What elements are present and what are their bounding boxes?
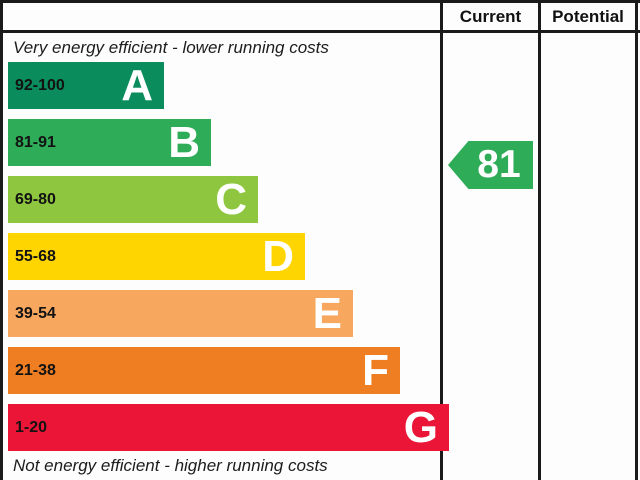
rating-band-c: 69-80 C [8, 176, 258, 223]
band-letter: G [403, 403, 438, 452]
column-divider-potential [538, 0, 541, 480]
band-range-label: 55-68 [15, 247, 56, 265]
band-range-label: 92-100 [15, 76, 65, 94]
rating-band-a: 92-100 A [8, 62, 164, 109]
rating-band-e: 39-54 E [8, 290, 353, 337]
table-border-top [0, 0, 640, 3]
band-range-label: 81-91 [15, 133, 56, 151]
column-divider-current [440, 0, 443, 480]
rating-band-f: 21-38 F [8, 347, 400, 394]
current-rating-value: 81 [477, 143, 521, 186]
rating-band-g: 1-20 G [8, 404, 449, 451]
band-letter: D [262, 232, 294, 281]
band-letter: A [121, 61, 153, 110]
column-header-potential: Potential [552, 7, 624, 26]
caption-not-efficient: Not energy efficient - higher running co… [13, 456, 328, 475]
band-range-label: 39-54 [15, 304, 56, 322]
table-border-left [0, 0, 3, 480]
rating-band-b: 81-91 B [8, 119, 211, 166]
header-underline [0, 30, 640, 33]
band-range-label: 69-80 [15, 190, 56, 208]
band-letter: F [362, 346, 389, 395]
caption-very-efficient: Very energy efficient - lower running co… [13, 38, 329, 57]
table-border-right [635, 0, 638, 480]
current-rating-arrow: 81 [448, 141, 533, 189]
band-range-label: 1-20 [15, 418, 48, 436]
rating-bands: 92-100 A 81-91 B 69-80 C 55-68 D 39-54 E… [8, 62, 449, 461]
band-range-label: 21-38 [15, 361, 56, 379]
rating-band-d: 55-68 D [8, 233, 305, 280]
band-letter: E [312, 289, 342, 338]
band-letter: C [215, 175, 247, 224]
band-letter: B [168, 118, 200, 167]
column-header-current: Current [459, 7, 522, 26]
